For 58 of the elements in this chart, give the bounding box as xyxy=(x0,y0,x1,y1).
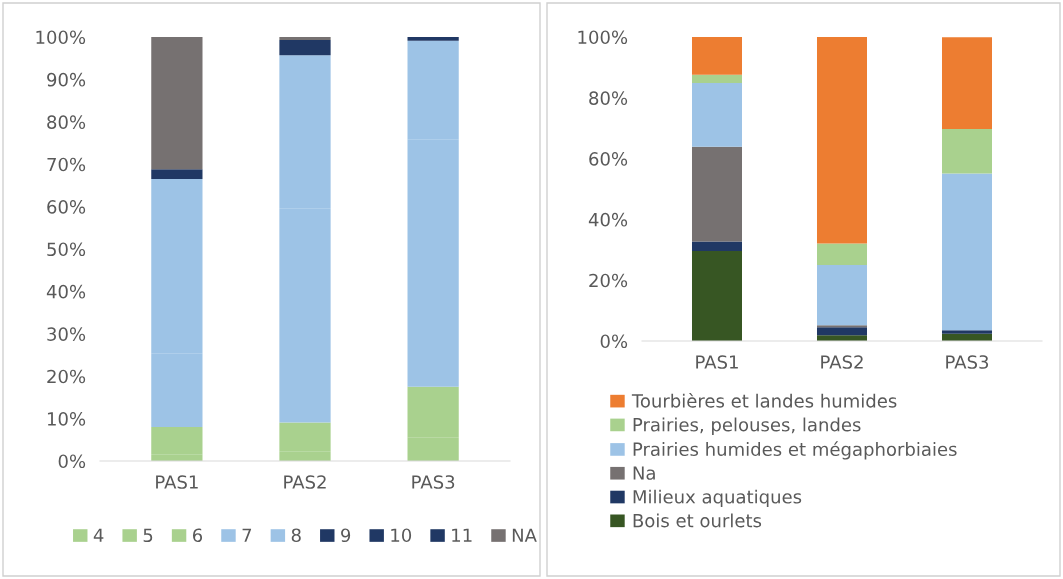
y-tick-label: 0% xyxy=(58,454,86,469)
legend-label: 11 xyxy=(452,528,472,542)
legend-label: NA xyxy=(512,528,537,542)
bar xyxy=(692,241,742,252)
y-tick-label: 100% xyxy=(36,30,86,45)
y-tick-label: 40% xyxy=(46,284,86,299)
bar xyxy=(279,39,331,56)
bar xyxy=(692,74,742,83)
y-tick-label: 40% xyxy=(588,212,628,227)
y-tick-label: 50% xyxy=(47,242,86,257)
y-tick-label: 90% xyxy=(47,72,86,87)
legend-label: Prairies, pelouses, landes xyxy=(633,417,861,435)
bar xyxy=(692,251,742,341)
y-tick-label: 20% xyxy=(589,273,628,288)
bar xyxy=(817,327,867,336)
bar xyxy=(151,37,203,170)
legend-label: Prairies humides et mégaphorbiaies xyxy=(633,441,957,460)
legend-label: 4 xyxy=(93,528,104,542)
bar xyxy=(942,129,992,174)
x-tick-label: PAS1 xyxy=(696,355,738,369)
legend-label: Tourbières et landes humides xyxy=(631,393,897,408)
y-tick-label: 100% xyxy=(578,30,628,45)
bar xyxy=(692,37,742,75)
legend-label: 9 xyxy=(341,528,351,543)
y-tick-label: 0% xyxy=(600,334,628,349)
bar xyxy=(817,325,867,328)
bar xyxy=(817,243,867,265)
legend-label: 5 xyxy=(143,528,153,543)
bar xyxy=(942,330,992,334)
x-tick-label: PAS3 xyxy=(946,355,989,369)
bar xyxy=(407,37,459,41)
bar xyxy=(279,37,331,40)
bar xyxy=(817,265,867,326)
y-tick-label: 80% xyxy=(589,91,628,105)
legend-label: 10 xyxy=(391,528,412,543)
y-tick-label: 10% xyxy=(47,412,86,426)
bar xyxy=(817,37,867,244)
y-tick-label: 60% xyxy=(47,200,86,214)
x-tick-label: PAS1 xyxy=(156,475,198,489)
y-tick-label: 30% xyxy=(47,327,86,341)
x-tick-label: PAS3 xyxy=(412,475,455,489)
bar xyxy=(942,37,992,130)
legend-label: Na xyxy=(633,466,655,480)
legend-label: 7 xyxy=(242,528,252,542)
legend-label: Milieux aquatiques xyxy=(633,489,802,508)
bar xyxy=(692,146,742,242)
y-tick-label: 20% xyxy=(47,369,86,384)
y-tick-label: 70% xyxy=(47,157,86,172)
bar xyxy=(151,169,203,180)
legend-label: 6 xyxy=(192,528,203,543)
x-tick-label: PAS2 xyxy=(284,475,326,489)
bar xyxy=(692,82,742,147)
legend-label: Bois et ourlets xyxy=(633,513,762,528)
legend-label: 8 xyxy=(291,528,301,543)
bar xyxy=(942,173,992,331)
y-tick-label: 80% xyxy=(47,115,86,129)
y-tick-label: 60% xyxy=(589,152,628,166)
x-tick-label: PAS2 xyxy=(821,355,863,369)
